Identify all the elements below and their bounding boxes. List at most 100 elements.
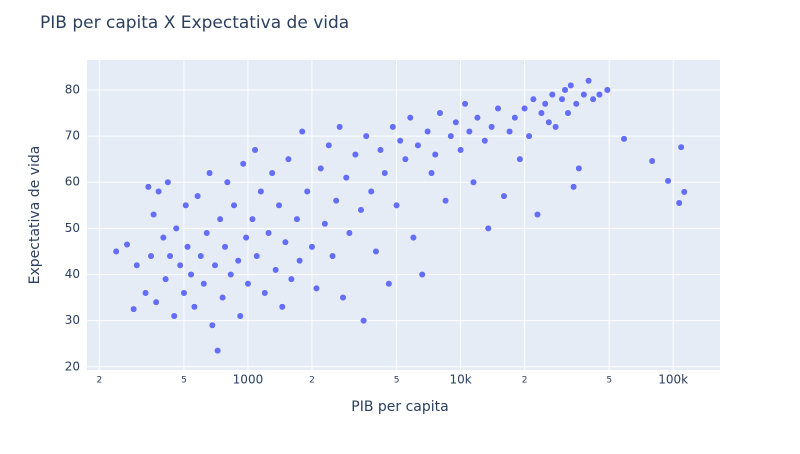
point [506, 127, 514, 136]
point [595, 91, 604, 99]
y-tick-label: 40 [65, 267, 80, 281]
point [552, 123, 560, 131]
point [511, 114, 519, 122]
point [190, 303, 198, 311]
point [272, 266, 280, 274]
point [525, 132, 533, 140]
point [242, 234, 250, 242]
point [414, 141, 422, 149]
y-tick-label: 80 [65, 82, 80, 96]
chart-title: PIB per capita X Expectativa de vida [40, 13, 349, 33]
point [159, 234, 167, 242]
point [253, 252, 261, 260]
point [182, 201, 190, 209]
point [558, 95, 566, 103]
point [236, 312, 244, 320]
point [208, 321, 216, 329]
point [436, 109, 444, 117]
point [170, 312, 178, 320]
point [465, 127, 473, 136]
point [227, 270, 235, 279]
point [257, 187, 265, 196]
x-tick-label: 5 [394, 376, 400, 386]
point [452, 118, 460, 126]
point [603, 86, 611, 94]
point [194, 192, 202, 200]
point [580, 91, 588, 99]
point [221, 243, 229, 251]
point [376, 146, 385, 154]
point [567, 81, 575, 89]
point [144, 183, 152, 191]
point [325, 141, 333, 149]
point [230, 201, 238, 209]
plot-area [87, 60, 720, 370]
point [570, 183, 578, 191]
point [216, 215, 224, 223]
point [469, 178, 478, 186]
point [203, 229, 211, 237]
x-tick-label: 2 [309, 376, 315, 386]
point [268, 169, 276, 177]
point [541, 100, 549, 108]
point [312, 284, 321, 292]
point [197, 252, 205, 260]
point [424, 127, 432, 136]
point [219, 294, 227, 302]
point [329, 252, 337, 260]
point [296, 257, 304, 265]
point [147, 252, 155, 260]
point [133, 261, 141, 269]
x-tick-label: 2 [96, 376, 102, 386]
point [409, 234, 417, 242]
point [184, 243, 192, 251]
point [447, 132, 455, 140]
point [545, 118, 553, 126]
point [223, 178, 231, 186]
point [473, 114, 481, 122]
y-axis-title: Expectativa de vida [27, 146, 43, 285]
point [142, 289, 150, 297]
point [150, 210, 158, 219]
point [484, 224, 492, 232]
point [389, 123, 397, 131]
point [406, 114, 414, 122]
point [357, 206, 365, 214]
point [112, 247, 120, 255]
point [293, 215, 301, 223]
point [281, 238, 289, 246]
point [308, 243, 316, 251]
x-tick-label: 5 [181, 376, 187, 386]
point [332, 197, 340, 205]
point [251, 146, 259, 154]
point [162, 275, 170, 283]
x-tick-label: 5 [606, 376, 612, 386]
point [351, 151, 359, 159]
point [176, 261, 184, 269]
point [372, 247, 380, 255]
point [180, 289, 188, 297]
y-tick-label: 60 [65, 175, 80, 189]
point [317, 164, 325, 172]
point [648, 157, 656, 165]
point [677, 143, 685, 151]
point [664, 177, 672, 185]
point [239, 160, 247, 168]
point [362, 132, 370, 140]
point [278, 303, 286, 311]
y-tick-label: 20 [65, 359, 80, 373]
point [385, 280, 393, 288]
point [585, 77, 593, 85]
x-tick-label: 10k [449, 373, 471, 387]
point [244, 280, 252, 288]
point [321, 220, 329, 228]
point [248, 215, 257, 223]
point [680, 188, 688, 196]
point [564, 109, 572, 117]
point [401, 155, 409, 163]
point [575, 164, 583, 172]
point [572, 100, 580, 108]
point [461, 100, 469, 108]
point [345, 229, 353, 237]
